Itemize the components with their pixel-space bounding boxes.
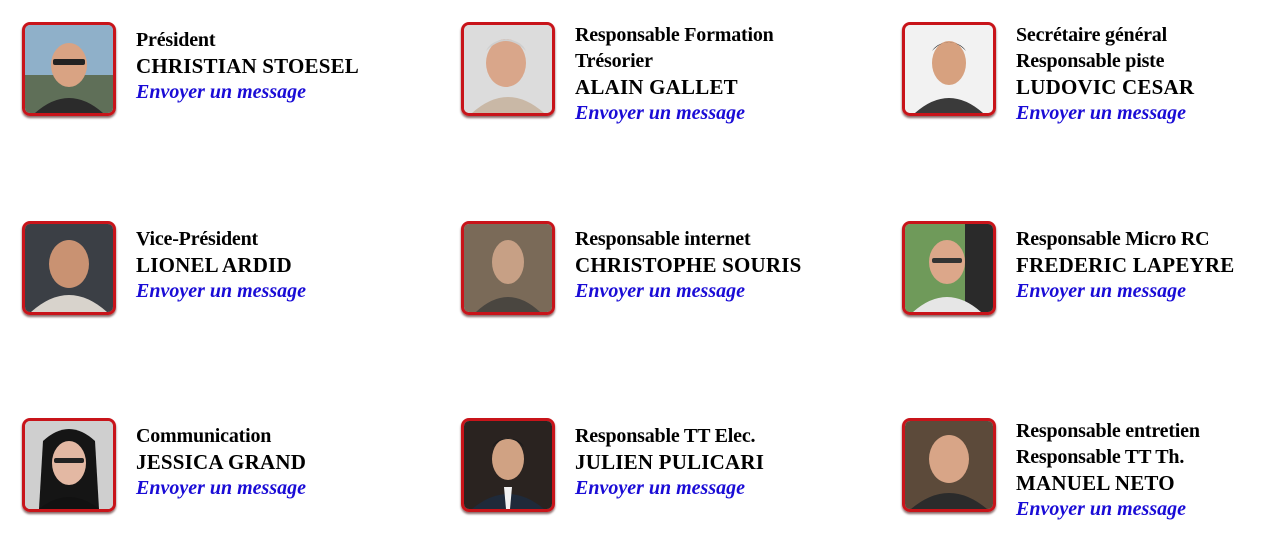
member-name: LIONEL ARDID — [136, 253, 292, 277]
member-role: Secrétaire général — [1016, 24, 1167, 46]
member-card: Responsable entretien Responsable TT Th.… — [902, 418, 1200, 522]
send-message-link[interactable]: Envoyer un message — [575, 102, 745, 124]
member-role: Responsable TT Elec. — [575, 425, 756, 447]
member-photo — [902, 221, 996, 315]
member-role: Vice-Président — [136, 228, 258, 250]
send-message-link[interactable]: Envoyer un message — [136, 81, 306, 103]
member-photo — [461, 22, 555, 116]
committee-grid: Président CHRISTIAN STOESEL Envoyer un m… — [22, 0, 1282, 541]
member-card: Responsable internet CHRISTOPHE SOURIS E… — [461, 221, 802, 315]
member-card: Responsable TT Elec. JULIEN PULICARI Env… — [461, 418, 764, 512]
member-card: Responsable Formation Trésorier ALAIN GA… — [461, 22, 774, 126]
member-card: Président CHRISTIAN STOESEL Envoyer un m… — [22, 22, 359, 116]
send-message-link[interactable]: Envoyer un message — [1016, 280, 1186, 302]
member-card: Vice-Président LIONEL ARDID Envoyer un m… — [22, 221, 306, 315]
member-photo — [902, 418, 996, 512]
member-photo — [461, 418, 555, 512]
member-role: Responsable TT Th. — [1016, 446, 1185, 468]
member-name: JULIEN PULICARI — [575, 450, 765, 474]
member-role: Responsable internet — [575, 228, 751, 250]
member-name: MANUEL NETO — [1016, 471, 1175, 495]
member-card: Responsable Micro RC FREDERIC LAPEYRE En… — [902, 221, 1234, 315]
member-photo — [22, 221, 116, 315]
member-role: Responsable Formation — [575, 24, 774, 46]
send-message-link[interactable]: Envoyer un message — [575, 477, 745, 499]
send-message-link[interactable]: Envoyer un message — [136, 280, 306, 302]
send-message-link[interactable]: Envoyer un message — [575, 280, 745, 302]
member-role: Trésorier — [575, 50, 653, 72]
member-photo — [22, 22, 116, 116]
member-role: Président — [136, 29, 216, 51]
member-name: CHRISTIAN STOESEL — [136, 54, 360, 78]
send-message-link[interactable]: Envoyer un message — [1016, 498, 1186, 520]
member-name: FREDERIC LAPEYRE — [1016, 253, 1235, 277]
send-message-link[interactable]: Envoyer un message — [136, 477, 306, 499]
member-card: Communication JESSICA GRAND Envoyer un m… — [22, 418, 306, 512]
member-role: Responsable piste — [1016, 50, 1165, 72]
member-role: Responsable entretien — [1016, 420, 1200, 442]
member-photo — [461, 221, 555, 315]
member-role: Responsable Micro RC — [1016, 228, 1210, 250]
member-name: JESSICA GRAND — [136, 450, 307, 474]
member-photo — [22, 418, 116, 512]
member-name: ALAIN GALLET — [575, 75, 738, 99]
member-name: LUDOVIC CESAR — [1016, 75, 1195, 99]
member-name: CHRISTOPHE SOURIS — [575, 253, 802, 277]
member-photo — [902, 22, 996, 116]
send-message-link[interactable]: Envoyer un message — [1016, 102, 1186, 124]
member-role: Communication — [136, 425, 272, 447]
member-card: Secrétaire général Responsable piste LUD… — [902, 22, 1194, 126]
